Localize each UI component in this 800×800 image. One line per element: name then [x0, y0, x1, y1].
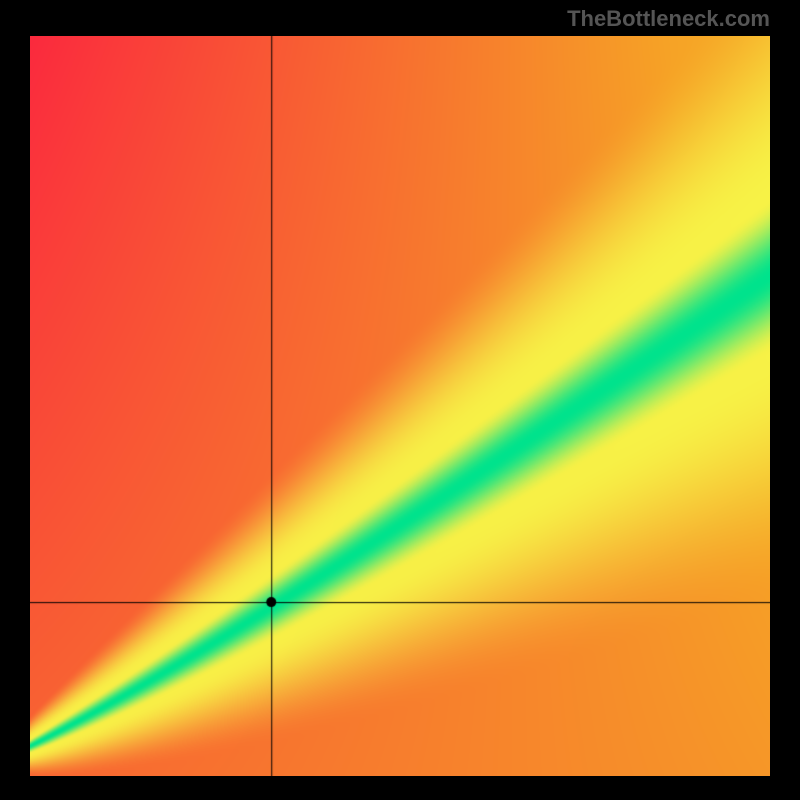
chart-container: TheBottleneck.com	[0, 0, 800, 800]
heatmap-plot	[30, 36, 770, 776]
heatmap-canvas	[30, 36, 770, 776]
watermark-text: TheBottleneck.com	[567, 6, 770, 32]
